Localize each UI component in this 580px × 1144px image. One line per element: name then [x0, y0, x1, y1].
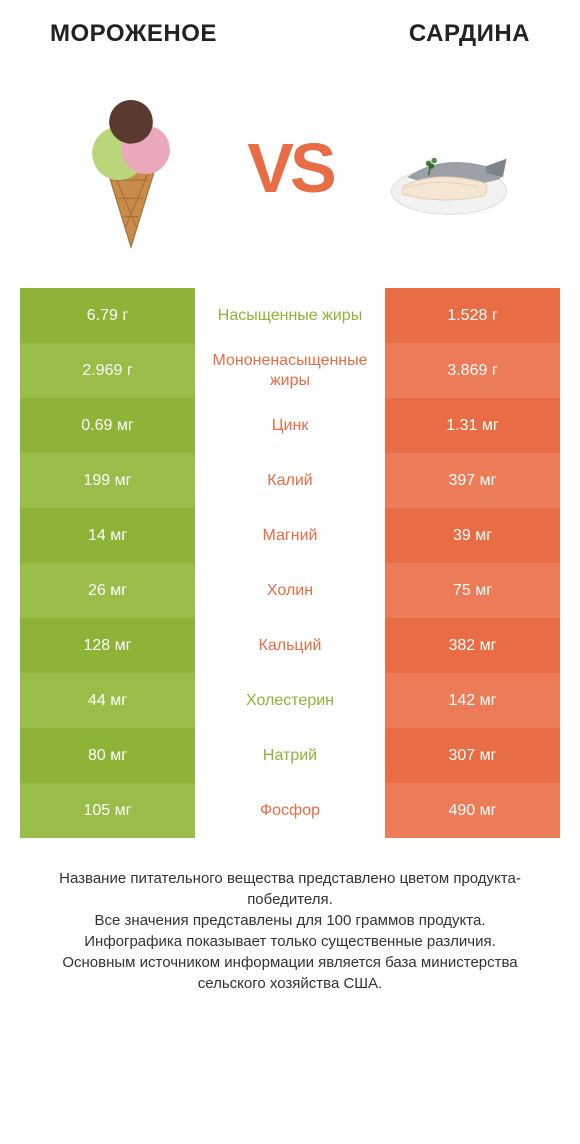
footer-line: Все значения представлены для 100 граммо…: [30, 910, 550, 931]
table-row: 128 мгКальций382 мг: [20, 618, 560, 673]
table-row: 80 мгНатрий307 мг: [20, 728, 560, 783]
vs-label: VS: [247, 128, 332, 208]
footer-line: Инфографика показывает только существенн…: [30, 931, 550, 952]
cell-right-value: 1.528 г: [385, 288, 560, 343]
table-row: 6.79 гНасыщенные жиры1.528 г: [20, 288, 560, 343]
cell-right-value: 142 мг: [385, 673, 560, 728]
cell-left-value: 128 мг: [20, 618, 195, 673]
images-row: VS: [0, 58, 580, 288]
cell-nutrient-label: Цинк: [195, 398, 385, 453]
title-right: САРДИНА: [409, 20, 530, 48]
cell-left-value: 105 мг: [20, 783, 195, 838]
table-row: 105 мгФосфор490 мг: [20, 783, 560, 838]
cell-left-value: 26 мг: [20, 563, 195, 618]
header: МОРОЖЕНОЕ САРДИНА: [0, 0, 580, 58]
cell-nutrient-label: Холестерин: [195, 673, 385, 728]
cell-nutrient-label: Магний: [195, 508, 385, 563]
cell-right-value: 3.869 г: [385, 343, 560, 398]
cell-right-value: 75 мг: [385, 563, 560, 618]
footer-note: Название питательного вещества представл…: [30, 868, 550, 994]
cell-right-value: 39 мг: [385, 508, 560, 563]
cell-nutrient-label: Калий: [195, 453, 385, 508]
cell-nutrient-label: Насыщенные жиры: [195, 288, 385, 343]
cell-left-value: 44 мг: [20, 673, 195, 728]
comparison-table: 6.79 гНасыщенные жиры1.528 г2.969 гМонон…: [20, 288, 560, 838]
cell-left-value: 2.969 г: [20, 343, 195, 398]
cell-nutrient-label: Натрий: [195, 728, 385, 783]
table-row: 14 мгМагний39 мг: [20, 508, 560, 563]
cell-right-value: 490 мг: [385, 783, 560, 838]
cell-left-value: 0.69 мг: [20, 398, 195, 453]
cell-left-value: 6.79 г: [20, 288, 195, 343]
table-row: 0.69 мгЦинк1.31 мг: [20, 398, 560, 453]
cell-left-value: 80 мг: [20, 728, 195, 783]
cell-left-value: 14 мг: [20, 508, 195, 563]
cell-right-value: 397 мг: [385, 453, 560, 508]
cell-nutrient-label: Мононенасыщенные жиры: [195, 343, 385, 398]
table-row: 44 мгХолестерин142 мг: [20, 673, 560, 728]
cell-nutrient-label: Холин: [195, 563, 385, 618]
cell-right-value: 382 мг: [385, 618, 560, 673]
cell-right-value: 307 мг: [385, 728, 560, 783]
cell-left-value: 199 мг: [20, 453, 195, 508]
footer-line: Основным источником информации является …: [30, 952, 550, 994]
sardine-icon: [384, 83, 514, 253]
title-left: МОРОЖЕНОЕ: [50, 20, 217, 48]
table-row: 2.969 гМононенасыщенные жиры3.869 г: [20, 343, 560, 398]
ice-cream-icon: [66, 83, 196, 253]
table-row: 199 мгКалий397 мг: [20, 453, 560, 508]
footer-line: Название питательного вещества представл…: [30, 868, 550, 910]
table-row: 26 мгХолин75 мг: [20, 563, 560, 618]
cell-right-value: 1.31 мг: [385, 398, 560, 453]
cell-nutrient-label: Кальций: [195, 618, 385, 673]
cell-nutrient-label: Фосфор: [195, 783, 385, 838]
